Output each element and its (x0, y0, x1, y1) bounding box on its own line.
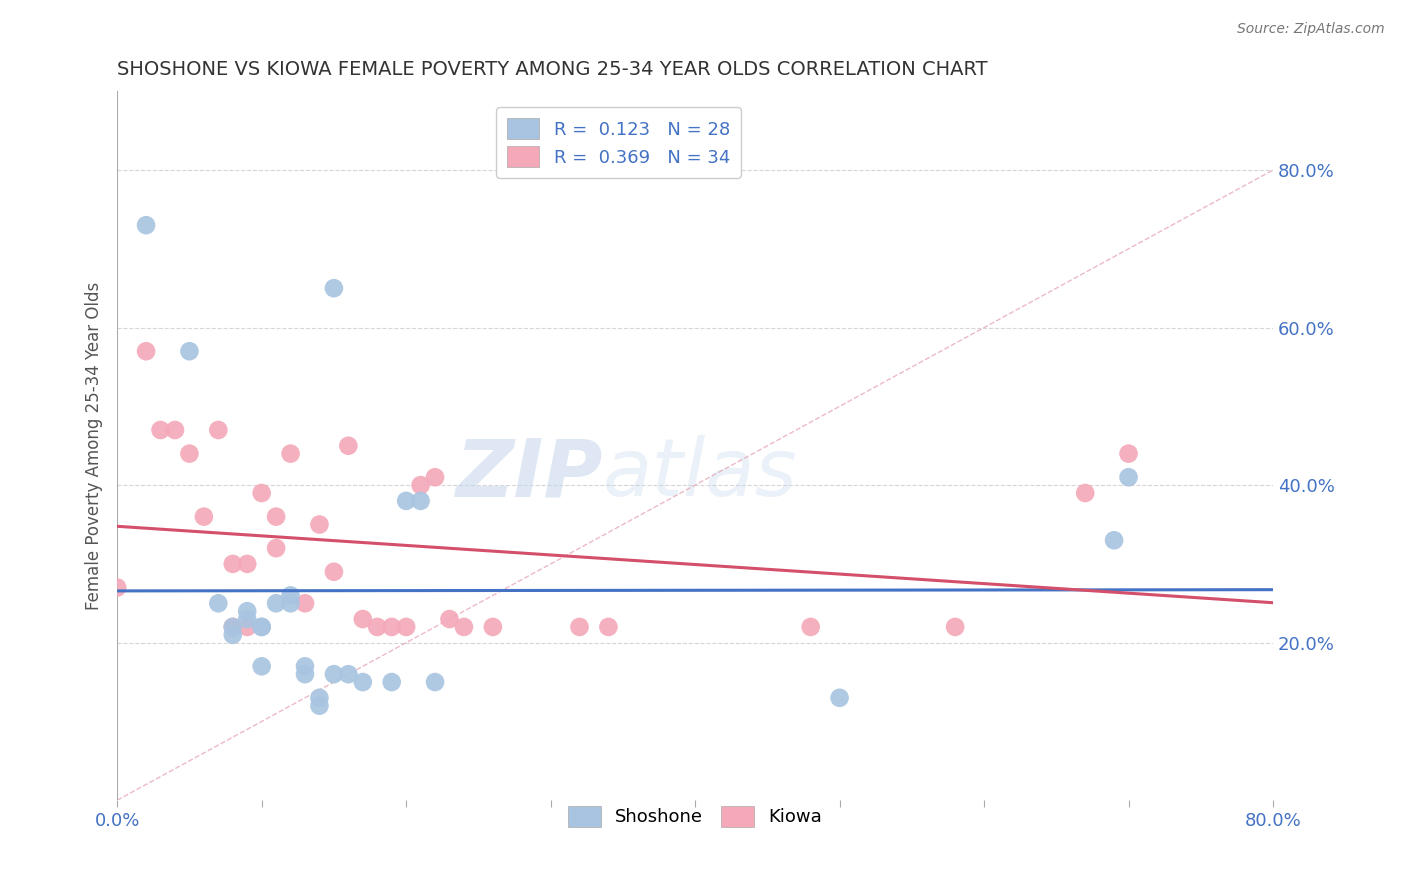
Point (409, 478, 432, 492)
Point (163, 423, 186, 437)
Point (322, 667, 344, 681)
Point (264, 541, 287, 556)
Point (322, 281, 344, 295)
Point (250, 620, 273, 634)
Point (264, 509, 287, 524)
Point (222, 620, 245, 634)
Point (308, 690, 330, 705)
Point (381, 620, 404, 634)
Point (423, 675, 446, 690)
Point (308, 698, 330, 713)
Point (439, 612, 461, 626)
Point (135, 344, 157, 359)
Point (250, 486, 273, 500)
Point (222, 557, 245, 571)
Point (568, 620, 591, 634)
Point (236, 604, 259, 618)
Point (193, 509, 215, 524)
Y-axis label: Female Poverty Among 25-34 Year Olds: Female Poverty Among 25-34 Year Olds (86, 282, 103, 610)
Point (352, 612, 374, 626)
Point (381, 675, 404, 690)
Point (1102, 533, 1125, 548)
Point (236, 612, 259, 626)
Legend: Shoshone, Kiowa: Shoshone, Kiowa (561, 798, 830, 834)
Point (179, 344, 201, 359)
Point (222, 620, 245, 634)
Text: SHOSHONE VS KIOWA FEMALE POVERTY AMONG 25-34 YEAR OLDS CORRELATION CHART: SHOSHONE VS KIOWA FEMALE POVERTY AMONG 2… (117, 60, 988, 78)
Text: atlas: atlas (603, 435, 797, 513)
Point (135, 218, 157, 232)
Point (236, 557, 259, 571)
Point (366, 620, 388, 634)
Point (352, 675, 374, 690)
Point (800, 620, 823, 634)
Point (395, 620, 418, 634)
Point (280, 588, 302, 602)
Point (453, 620, 475, 634)
Point (250, 659, 273, 673)
Point (207, 423, 229, 437)
Point (1118, 470, 1140, 484)
Point (179, 447, 201, 461)
Point (337, 667, 360, 681)
Point (1074, 486, 1097, 500)
Point (308, 517, 330, 532)
Point (222, 628, 245, 642)
Point (409, 494, 432, 508)
Point (943, 620, 966, 634)
Point (294, 659, 316, 673)
Point (236, 620, 259, 634)
Point (482, 620, 505, 634)
Point (395, 494, 418, 508)
Point (337, 439, 360, 453)
Point (149, 423, 172, 437)
Point (828, 690, 851, 705)
Point (598, 620, 620, 634)
Text: Source: ZipAtlas.com: Source: ZipAtlas.com (1237, 22, 1385, 37)
Point (264, 596, 287, 610)
Point (294, 667, 316, 681)
Point (294, 596, 316, 610)
Text: ZIP: ZIP (456, 435, 603, 513)
Point (322, 565, 344, 579)
Point (105, 581, 128, 595)
Point (423, 470, 446, 484)
Point (250, 620, 273, 634)
Point (280, 596, 302, 610)
Point (207, 596, 229, 610)
Point (1118, 447, 1140, 461)
Point (280, 447, 302, 461)
